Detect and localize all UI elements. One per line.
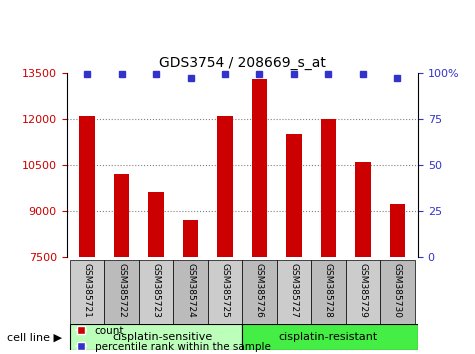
Text: cisplatin-sensitive: cisplatin-sensitive [113, 332, 213, 342]
Bar [148, 192, 164, 257]
Legend: count, percentile rank within the sample: count, percentile rank within the sample [72, 322, 275, 354]
Title: GDS3754 / 208669_s_at: GDS3754 / 208669_s_at [159, 56, 326, 70]
Bar [183, 220, 199, 257]
Bar [346, 260, 380, 324]
Text: GSM385725: GSM385725 [220, 263, 229, 318]
Text: GSM385722: GSM385722 [117, 263, 126, 318]
Text: cell line ▶: cell line ▶ [7, 332, 62, 342]
Bar [208, 260, 242, 324]
Text: GSM385727: GSM385727 [289, 263, 298, 318]
Text: cisplatin-resistant: cisplatin-resistant [279, 332, 378, 342]
Bar [114, 174, 129, 257]
Bar [139, 260, 173, 324]
Bar [311, 260, 346, 324]
Bar [252, 79, 267, 257]
Text: GSM385723: GSM385723 [152, 263, 161, 318]
Bar [70, 260, 104, 324]
Text: GSM385728: GSM385728 [324, 263, 333, 318]
Bar [286, 134, 302, 257]
Bar [380, 260, 415, 324]
Text: GSM385729: GSM385729 [358, 263, 367, 318]
Bar [277, 260, 311, 324]
Bar [173, 260, 208, 324]
Bar [242, 324, 418, 350]
Bar [104, 260, 139, 324]
Text: GSM385724: GSM385724 [186, 263, 195, 318]
Text: GSM385721: GSM385721 [83, 263, 92, 318]
Bar [242, 260, 277, 324]
Bar [70, 324, 242, 350]
Text: GSM385730: GSM385730 [393, 263, 402, 318]
Text: GSM385726: GSM385726 [255, 263, 264, 318]
Bar [79, 115, 95, 257]
Bar [355, 161, 370, 257]
Bar [390, 205, 405, 257]
Bar [321, 119, 336, 257]
Bar [217, 115, 233, 257]
